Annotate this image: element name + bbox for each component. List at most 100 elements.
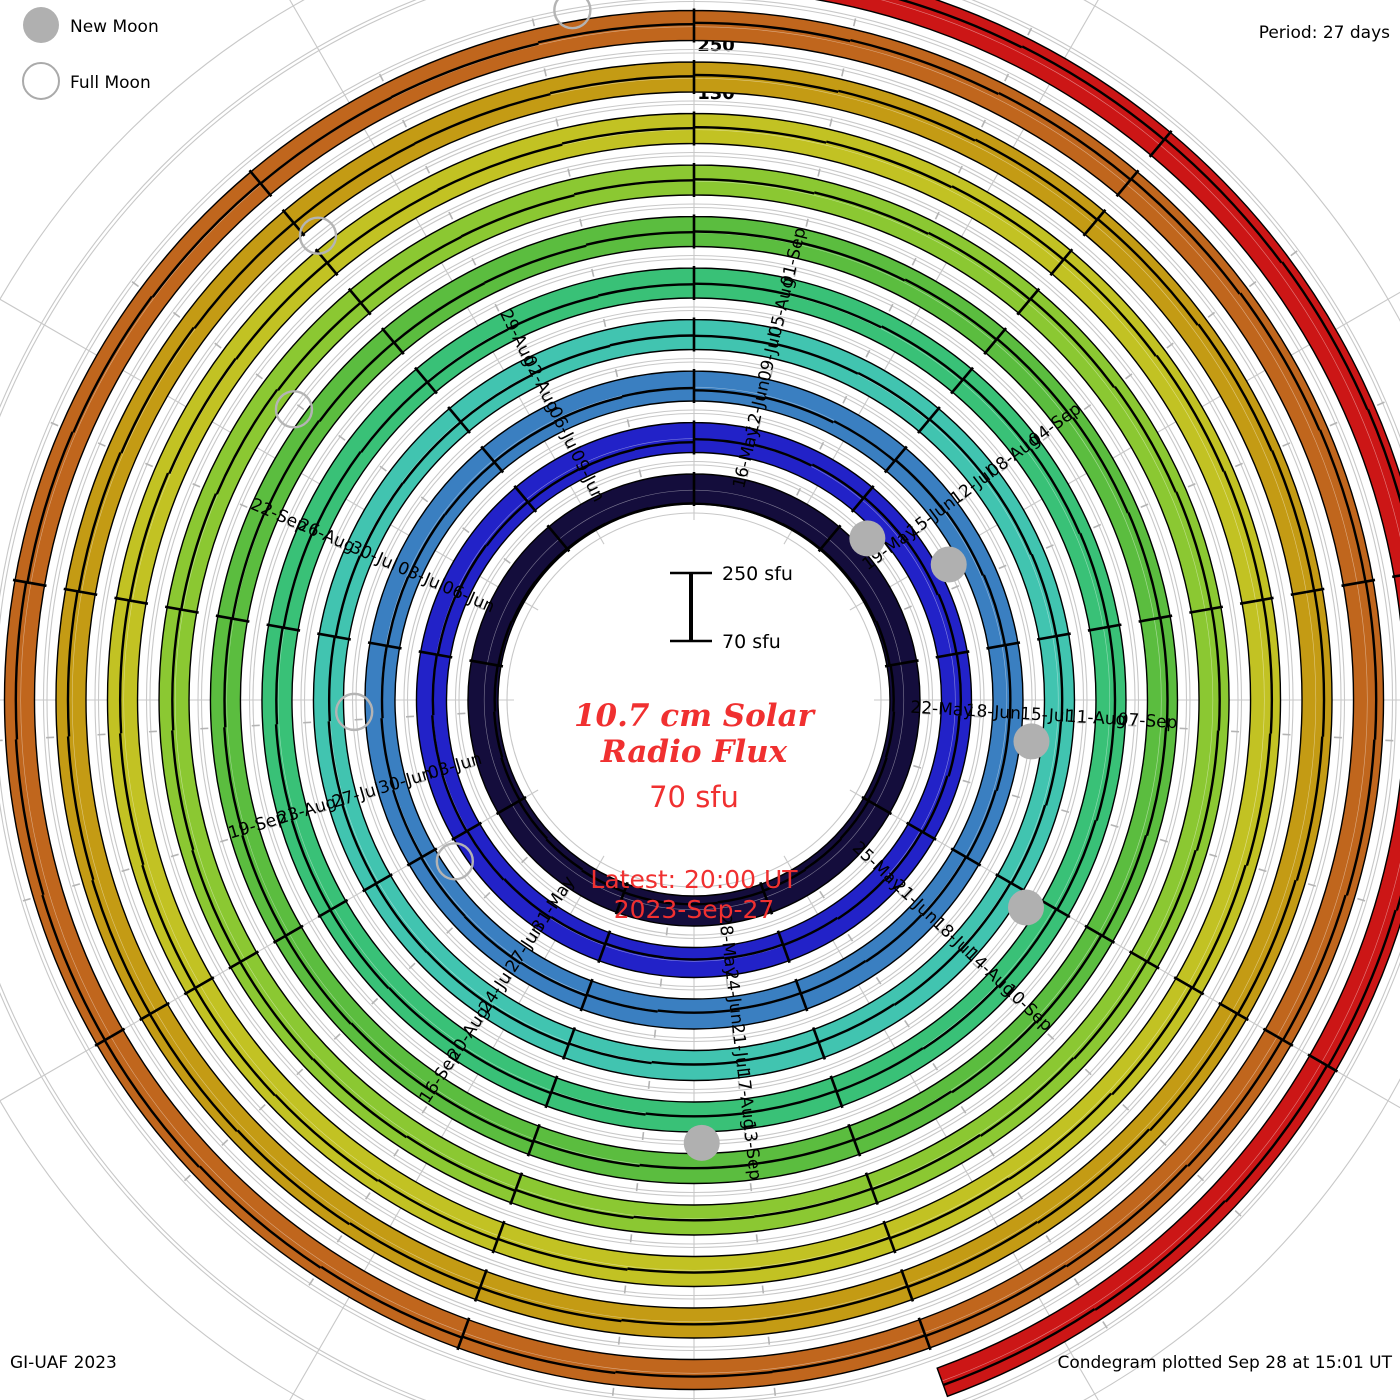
flux-trace-segment — [441, 774, 468, 832]
new-moon-marker — [930, 546, 967, 583]
flux-trace-segment — [530, 344, 611, 376]
plotted-label: Condegram plotted Sep 28 at 15:01 UT — [1057, 1353, 1392, 1373]
flux-trace-segment — [1056, 819, 1097, 911]
flux-trace-segment — [349, 1222, 481, 1290]
flux-trace-segment — [765, 396, 834, 424]
flux-trace-segment — [1364, 581, 1378, 740]
full-moon-marker — [274, 390, 314, 429]
flux-trace-segment — [980, 1057, 1075, 1137]
flux-trace-segment — [987, 480, 1033, 556]
flux-trace-segment — [171, 730, 195, 851]
flux-trace-segment — [511, 581, 537, 623]
flux-trace-segment — [128, 472, 170, 601]
flux-trace-segment — [604, 942, 665, 959]
flux-trace-segment — [1146, 849, 1197, 963]
flux-trace-segment — [627, 1267, 761, 1274]
flux-trace-segment — [223, 727, 245, 836]
flux-trace-segment — [386, 576, 410, 647]
flux-trace-segment — [754, 443, 813, 467]
flux-trace-segment — [380, 718, 396, 791]
flux-trace-segment — [1111, 986, 1193, 1096]
flux-trace-segment — [945, 511, 985, 576]
flux-trace-segment — [168, 358, 237, 475]
new-moon-marker — [1013, 723, 1050, 760]
flux-trace-segment — [694, 73, 839, 94]
flux-trace-segment — [66, 591, 79, 737]
flux-trace-segment — [1073, 960, 1148, 1060]
flux-trace-segment — [889, 1177, 1010, 1240]
flux-trace-segment — [982, 574, 1007, 646]
full-moon-icon — [22, 62, 60, 100]
flux-trace-segment — [766, 1285, 908, 1321]
flux-trace-segment — [527, 468, 579, 504]
flux-trace-segment — [904, 278, 998, 341]
flux-trace-segment — [282, 534, 313, 628]
flux-trace-segment — [1197, 323, 1273, 452]
flux-trace-segment — [485, 501, 529, 547]
flux-trace-segment — [826, 140, 953, 189]
flux-trace-segment — [1055, 635, 1064, 722]
flux-trace-segment — [838, 89, 976, 142]
flux-trace-segment — [814, 191, 929, 235]
flux-trace-segment — [1035, 934, 1103, 1024]
flux-trace-segment — [581, 869, 625, 893]
flux-trace-segment — [141, 864, 197, 989]
flux-trace-segment — [374, 883, 428, 954]
flux-trace-segment — [72, 295, 153, 433]
flux-trace-segment — [1236, 879, 1297, 1015]
flux-trace-segment — [568, 1042, 652, 1065]
flux-trace-segment — [995, 718, 1011, 791]
flux-trace-segment — [947, 715, 961, 777]
flux-trace-segment — [537, 22, 694, 44]
flux-trace-segment — [1113, 385, 1177, 493]
flux-trace-segment — [263, 420, 320, 516]
flux-trace-segment — [694, 178, 815, 195]
flux-trace-segment — [694, 125, 827, 144]
flux-trace-segment — [942, 1308, 1096, 1387]
flux-trace-segment — [426, 328, 509, 384]
flux-trace-segment — [922, 775, 949, 833]
flux-trace-segment — [390, 42, 539, 99]
flux-trace-segment — [1149, 1012, 1239, 1132]
flux-trace-segment — [1063, 257, 1157, 357]
flux-trace-segment — [359, 482, 404, 557]
flux-trace-segment — [1159, 617, 1169, 728]
flux-trace-segment — [730, 992, 802, 1012]
flux-trace-segment — [800, 959, 867, 995]
flux-trace-segment — [1345, 739, 1376, 896]
flux-trace-segment — [907, 1220, 1038, 1289]
flux-trace-segment — [492, 711, 504, 758]
flux-trace-segment — [1191, 864, 1247, 989]
flux-trace-segment — [621, 1318, 767, 1326]
flux-trace-segment — [284, 935, 352, 1025]
flux-trace-segment — [274, 724, 295, 821]
full-moon-marker — [553, 0, 592, 30]
flux-trace-segment — [360, 381, 429, 453]
flux-trace-segment — [392, 789, 424, 858]
flux-trace-segment — [497, 620, 513, 666]
flux-trace-segment — [407, 513, 446, 578]
flux-trace-segment — [694, 334, 779, 347]
flux-trace-segment — [431, 715, 444, 776]
flux-trace-segment — [503, 878, 552, 919]
flux-trace-segment — [958, 882, 1012, 952]
flux-trace-segment — [420, 856, 466, 917]
flux-trace-segment — [609, 334, 694, 347]
flux-trace-segment — [493, 665, 499, 712]
flux-trace-segment — [657, 1009, 731, 1014]
flux-trace-segment — [772, 1334, 926, 1373]
flux-trace-segment — [223, 618, 233, 728]
flux-trace-segment — [1282, 894, 1347, 1041]
credit-label: GI-UAF 2023 — [10, 1353, 117, 1373]
flux-trace-segment — [459, 374, 532, 423]
flux-trace-segment — [906, 540, 939, 596]
flux-trace-segment — [974, 138, 1098, 221]
flux-trace-segment — [965, 789, 997, 859]
flux-trace-segment — [875, 620, 891, 666]
flux-trace-segment — [318, 341, 395, 422]
flux-trace-segment — [736, 1040, 819, 1063]
flux-trace-segment — [426, 951, 493, 1008]
flux-trace-segment — [1037, 1128, 1150, 1224]
flux-trace-segment — [633, 1215, 755, 1222]
